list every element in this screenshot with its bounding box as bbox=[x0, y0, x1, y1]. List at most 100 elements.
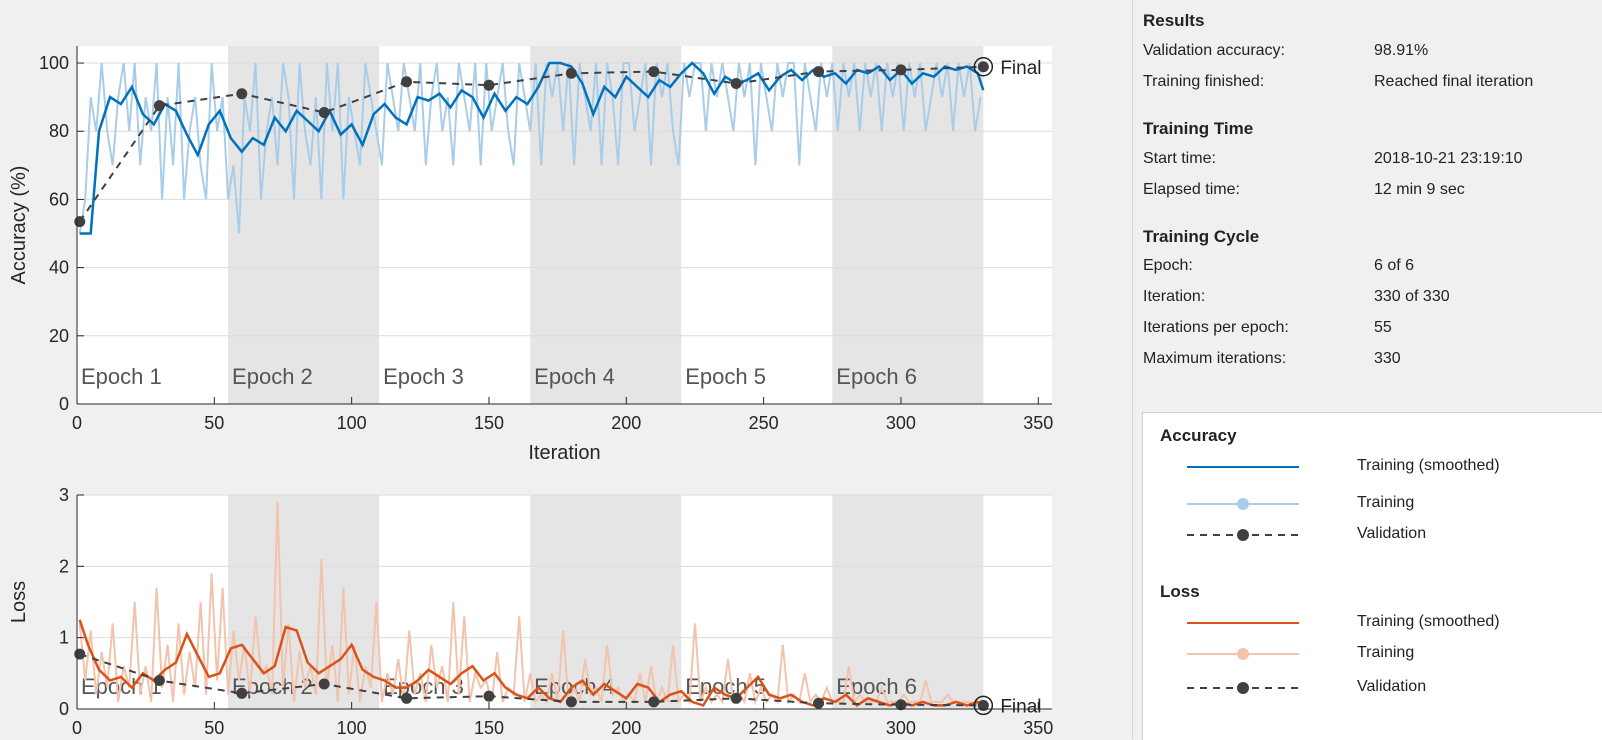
acc-epoch-label: Epoch 4 bbox=[534, 364, 615, 389]
legend-accuracy-title: Accuracy bbox=[1160, 426, 1237, 445]
legend-loss-smoothed-swatch bbox=[1187, 622, 1299, 624]
acc-y-axis-label: Accuracy (%) bbox=[8, 166, 30, 285]
acc-y-tick-label: 60 bbox=[49, 189, 69, 209]
loss-smoothed-line bbox=[78, 619, 984, 707]
info-value: 98.91% bbox=[1374, 42, 1429, 59]
info-label: Start time: bbox=[1143, 150, 1216, 167]
legend-acc-training: Training bbox=[1187, 493, 1587, 515]
acc-validation-point bbox=[483, 79, 495, 91]
loss-epoch-band bbox=[530, 495, 682, 709]
loss-validation-point bbox=[977, 699, 989, 711]
loss-x-tick-label: 150 bbox=[474, 718, 504, 738]
loss-final-marker bbox=[973, 695, 994, 716]
acc-validation-point bbox=[977, 61, 989, 73]
loss-validation-point bbox=[318, 678, 330, 690]
info-label: Validation accuracy: bbox=[1143, 42, 1285, 59]
legend-acc-training-swatch bbox=[1187, 498, 1299, 510]
acc-validation-point bbox=[813, 66, 825, 78]
info-value: 330 of 330 bbox=[1374, 288, 1450, 305]
info-label: Iterations per epoch: bbox=[1143, 319, 1289, 336]
acc-smoothed-line bbox=[79, 61, 985, 235]
acc-final-label: Final bbox=[1000, 58, 1041, 79]
training-time-title: Training Time bbox=[1143, 119, 1254, 138]
acc-epoch-label: Epoch 3 bbox=[383, 364, 464, 389]
acc-x-tick-label: 0 bbox=[72, 413, 82, 433]
loss-chart: Epoch 1 Epoch 2 Epoch 3 Epoch 4 Epoch 5 Epoch… bbox=[8, 485, 1053, 738]
training-progress-plots: Epoch 1 Epoch 2 Epoch 3 Epoch 4 Epoch 5 Epoch… bbox=[8, 46, 1053, 738]
info-label: Epoch: bbox=[1143, 257, 1193, 274]
loss-x-tick-label: 0 bbox=[72, 718, 82, 738]
loss-validation-point bbox=[483, 690, 495, 702]
legend: Accuracy Training (smoothed) Training Va… bbox=[1142, 412, 1602, 740]
legend-acc-smoothed-swatch bbox=[1187, 466, 1299, 468]
acc-validation-point bbox=[318, 106, 330, 118]
training-cycle-title: Training Cycle bbox=[1143, 227, 1260, 246]
loss-y-tick-label: 3 bbox=[59, 485, 69, 505]
legend-loss-training: Training bbox=[1187, 643, 1587, 665]
acc-y-tick-label: 0 bbox=[59, 394, 69, 414]
acc-epoch-label: Epoch 5 bbox=[685, 364, 766, 389]
acc-y-tick-label: 40 bbox=[49, 258, 69, 278]
acc-x-tick-label: 200 bbox=[611, 413, 641, 433]
loss-validation-line bbox=[79, 653, 984, 707]
legend-label: Training (smoothed) bbox=[1357, 613, 1500, 630]
acc-validation-line bbox=[78, 65, 984, 223]
acc-epoch-band bbox=[832, 46, 984, 404]
legend-loss-validation: Validation bbox=[1187, 677, 1587, 699]
info-value: 2018-10-21 23:19:10 bbox=[1374, 150, 1523, 167]
loss-epoch-band bbox=[832, 495, 984, 709]
acc-epoch-label: Epoch 6 bbox=[836, 364, 917, 389]
legend-label: Training (smoothed) bbox=[1357, 457, 1500, 474]
legend-label: Validation bbox=[1357, 525, 1427, 542]
loss-x-tick-label: 100 bbox=[337, 718, 367, 738]
info-value: 12 min 9 sec bbox=[1374, 181, 1465, 198]
loss-validation-point bbox=[648, 696, 660, 708]
legend-loss-smoothed: Training (smoothed) bbox=[1187, 612, 1587, 634]
legend-acc-validation: Validation bbox=[1187, 524, 1587, 546]
legend-label: Training bbox=[1357, 494, 1415, 511]
acc-x-tick-label: 250 bbox=[749, 413, 779, 433]
loss-x-tick-label: 350 bbox=[1023, 718, 1053, 738]
loss-validation-point bbox=[74, 648, 86, 660]
loss-x-tick-label: 50 bbox=[204, 718, 224, 738]
loss-x-tick-label: 300 bbox=[886, 718, 916, 738]
legend-label: Validation bbox=[1357, 678, 1427, 695]
acc-validation-point bbox=[895, 64, 907, 76]
acc-validation-point bbox=[236, 88, 248, 100]
acc-x-tick-label: 300 bbox=[886, 413, 916, 433]
info-label: Training finished: bbox=[1143, 73, 1265, 90]
results-title: Results bbox=[1143, 11, 1205, 30]
acc-final-marker bbox=[973, 57, 994, 77]
legend-loss-title: Loss bbox=[1160, 582, 1200, 601]
loss-y-tick-label: 1 bbox=[59, 628, 69, 648]
acc-x-tick-label: 100 bbox=[337, 413, 367, 433]
legend-acc-validation-swatch bbox=[1187, 529, 1299, 541]
acc-validation-point bbox=[74, 216, 86, 228]
loss-validation-point bbox=[813, 697, 825, 709]
acc-x-tick-label: 150 bbox=[474, 413, 504, 433]
acc-x-axis-label: Iteration bbox=[528, 442, 600, 464]
acc-validation-point bbox=[648, 66, 660, 78]
info-label: Elapsed time: bbox=[1143, 181, 1240, 198]
acc-x-tick-label: 50 bbox=[204, 413, 224, 433]
legend-acc-smoothed: Training (smoothed) bbox=[1187, 456, 1587, 478]
acc-x-tick-label: 350 bbox=[1023, 413, 1053, 433]
loss-training-line bbox=[78, 502, 982, 707]
loss-validation-point bbox=[236, 687, 248, 699]
acc-chart: Epoch 1 Epoch 2 Epoch 3 Epoch 4 Epoch 5 Epoch… bbox=[8, 46, 1053, 464]
acc-validation-point bbox=[730, 78, 742, 90]
loss-y-tick-label: 2 bbox=[59, 556, 69, 576]
loss-validation-point bbox=[565, 696, 577, 708]
loss-y-axis-label: Loss bbox=[8, 581, 30, 623]
acc-y-tick-label: 100 bbox=[39, 53, 69, 73]
legend-loss-training-swatch bbox=[1187, 648, 1299, 660]
acc-y-tick-label: 80 bbox=[49, 121, 69, 141]
loss-y-tick-label: 0 bbox=[59, 699, 69, 719]
legend-loss-validation-swatch bbox=[1187, 682, 1299, 694]
info-value: 6 of 6 bbox=[1374, 257, 1415, 274]
loss-validation-point bbox=[153, 674, 165, 686]
info-value: 330 bbox=[1374, 350, 1401, 367]
info-value: Reached final iteration bbox=[1374, 73, 1534, 90]
acc-epoch-label: Epoch 2 bbox=[232, 364, 313, 389]
acc-y-tick-label: 20 bbox=[49, 326, 69, 346]
